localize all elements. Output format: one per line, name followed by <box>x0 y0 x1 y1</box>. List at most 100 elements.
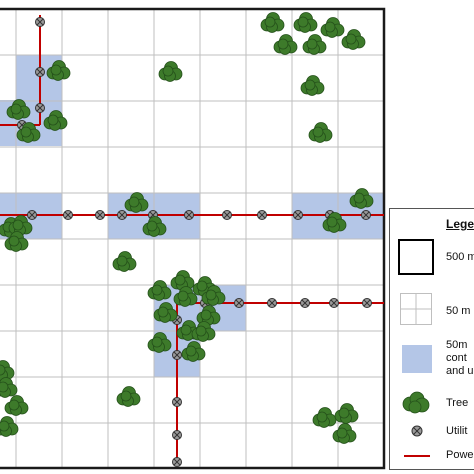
tree-blob <box>205 289 217 301</box>
tree-icon <box>302 34 327 55</box>
tree-blob <box>12 219 24 231</box>
tree-icon <box>332 423 357 444</box>
tree-blob <box>162 65 174 77</box>
pole-cross <box>36 18 44 26</box>
utility-pole <box>257 210 267 220</box>
tree-icon <box>112 251 137 272</box>
tree-icon <box>116 386 141 407</box>
tree-blob <box>8 399 20 411</box>
pole-cross <box>363 299 371 307</box>
legend-box: Lege 500 m 50 m 50m cont and u Tree Util… <box>389 208 474 470</box>
tree-blob <box>47 114 59 126</box>
tree-icon <box>312 407 337 428</box>
pole-cross <box>173 431 181 439</box>
pole-cross <box>118 211 126 219</box>
tree-icon <box>181 341 206 362</box>
utility-pole <box>184 210 194 220</box>
tree-blob <box>297 16 309 28</box>
tree-icon <box>16 122 41 143</box>
utility-pole <box>95 210 105 220</box>
pole-cross <box>18 121 26 129</box>
utility-pole <box>361 210 371 220</box>
tree-icon <box>158 61 183 82</box>
tree-blob <box>50 64 62 76</box>
tree-blob <box>146 220 158 232</box>
pole-cross <box>330 299 338 307</box>
pole-cross <box>362 211 370 219</box>
large-cell-symbol <box>398 239 434 275</box>
utility-pole <box>222 210 232 220</box>
tree-blob <box>174 274 186 286</box>
tree-blob <box>312 126 324 138</box>
utility-pole <box>35 17 45 27</box>
tree-icon <box>6 99 31 120</box>
tree-icon <box>0 416 19 437</box>
tree-icon <box>43 110 68 131</box>
pole-cross <box>96 211 104 219</box>
tree-icon <box>334 403 359 424</box>
tree-icon <box>147 280 172 301</box>
utility-pole <box>35 67 45 77</box>
trees <box>0 12 374 444</box>
pole-cross <box>301 299 309 307</box>
tree-blob <box>120 390 132 402</box>
utility-pole <box>267 298 277 308</box>
tree-icon <box>273 34 298 55</box>
tree-blob <box>180 324 192 336</box>
utility-pole-icon <box>411 425 423 437</box>
utility-pole <box>172 457 182 467</box>
pole-cross <box>149 211 157 219</box>
utility-pole <box>172 350 182 360</box>
legend-row-power-line: Powe <box>390 445 474 467</box>
legend-row-50m: 50 m <box>390 289 474 337</box>
tree-icon <box>173 286 198 307</box>
pole-cross <box>173 398 181 406</box>
tree-icon <box>196 305 221 326</box>
tree-icon <box>147 332 172 353</box>
legend-label-power-line: Powe <box>446 449 474 461</box>
tree-blob <box>151 336 163 348</box>
pole-cross <box>268 299 276 307</box>
legend-row-contaminated: 50m cont and u <box>390 337 474 389</box>
tree-icon <box>201 285 226 306</box>
pole-cross <box>294 211 302 219</box>
utility-pole <box>293 210 303 220</box>
tree-blob <box>353 192 365 204</box>
tree-icon <box>322 212 347 233</box>
tree-blob <box>157 306 169 318</box>
tree-blob <box>264 16 276 28</box>
utility-pole <box>27 210 37 220</box>
legend-label-500m: 500 m <box>446 251 474 263</box>
tree-icon <box>142 216 167 237</box>
pole-cross <box>28 211 36 219</box>
tree-blob <box>151 284 163 296</box>
tree-icon <box>260 12 285 33</box>
tree-blob <box>8 235 20 247</box>
tree-icon <box>4 395 29 416</box>
tree-icon <box>341 29 366 50</box>
power-line-symbol <box>404 455 430 457</box>
pole-cross <box>173 316 181 324</box>
tree-blob <box>316 411 328 423</box>
tree-blob <box>185 345 197 357</box>
pole-cross <box>36 68 44 76</box>
legend-title: Lege <box>446 217 474 231</box>
tree-blob <box>195 325 207 337</box>
tree-icon <box>300 75 325 96</box>
tree-blob <box>345 33 357 45</box>
tree-blob <box>200 309 212 321</box>
utility-pole <box>63 210 73 220</box>
pole-cross <box>36 104 44 112</box>
map-border <box>0 7 386 470</box>
legend-label-tree: Tree <box>446 397 469 409</box>
utility-pole <box>172 430 182 440</box>
utility-pole <box>172 397 182 407</box>
tree-blob <box>304 79 316 91</box>
tree-icon <box>46 60 71 81</box>
tree-blob <box>20 126 32 138</box>
tree-blob <box>10 103 22 115</box>
pole-cross <box>223 211 231 219</box>
tree-blob <box>196 280 208 292</box>
pole-cross <box>258 211 266 219</box>
